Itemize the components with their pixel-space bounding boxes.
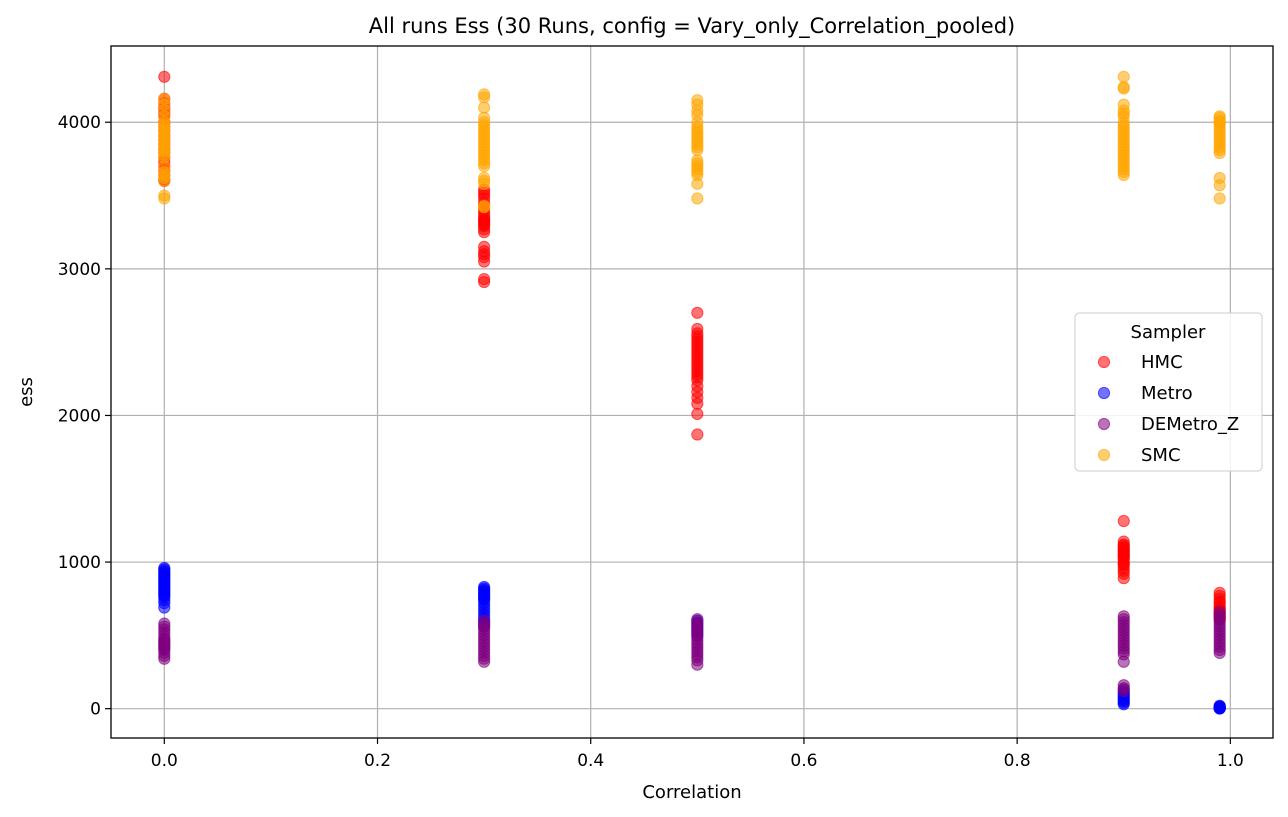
legend-box xyxy=(1074,312,1263,472)
legend-label: Metro xyxy=(1141,383,1193,404)
data-point xyxy=(478,226,491,239)
legend-label: SMC xyxy=(1141,445,1181,466)
data-point xyxy=(691,192,704,205)
data-point xyxy=(691,658,704,671)
x-axis-label: Correlation xyxy=(642,782,741,803)
data-point xyxy=(1117,572,1130,585)
data-point xyxy=(478,275,491,289)
legend-marker xyxy=(1097,386,1111,400)
data-point xyxy=(1117,655,1130,668)
data-point xyxy=(478,91,491,104)
y-tick-label: 0 xyxy=(90,700,101,720)
legend-entries: HMC Metro DEMetro_Z SMC xyxy=(1097,352,1239,466)
data-point xyxy=(1117,82,1130,95)
data-point xyxy=(691,397,704,410)
data-point xyxy=(478,101,491,114)
y-tick-label: 4000 xyxy=(58,113,101,133)
legend-label: DEMetro_Z xyxy=(1141,414,1239,435)
legend-label: HMC xyxy=(1141,352,1183,373)
data-point xyxy=(478,655,491,668)
data-point xyxy=(1117,684,1130,698)
legend-title: Sampler xyxy=(1131,322,1206,343)
y-axis-label: ess xyxy=(16,377,37,407)
x-tick-label: 0.6 xyxy=(790,751,817,771)
x-tick-label: 0.2 xyxy=(364,751,391,771)
data-point xyxy=(1117,514,1130,528)
data-point xyxy=(478,160,491,173)
x-tick-label: 1.0 xyxy=(1217,751,1244,771)
chart-title: All runs Ess (30 Runs, config = Vary_onl… xyxy=(369,14,1015,39)
data-point xyxy=(691,407,704,421)
data-point xyxy=(158,174,171,187)
data-point xyxy=(691,306,704,319)
y-tick-label: 3000 xyxy=(58,260,101,280)
x-tick-label: 0.4 xyxy=(577,751,604,771)
legend: Sampler HMC Metro DEMetro_Z SMC xyxy=(1074,312,1263,472)
y-tick-label: 2000 xyxy=(58,406,101,426)
data-point xyxy=(1213,192,1226,205)
data-point xyxy=(478,201,491,214)
data-points xyxy=(158,70,1226,715)
x-tick-label: 0.0 xyxy=(151,751,178,771)
data-point xyxy=(1213,646,1226,660)
series-demetro-z xyxy=(158,605,1226,698)
data-point xyxy=(1213,146,1226,160)
y-tick-label: 1000 xyxy=(58,553,101,573)
x-tick-label: 0.8 xyxy=(1004,751,1031,771)
data-point xyxy=(158,192,171,205)
data-point xyxy=(158,70,171,83)
data-point xyxy=(1213,179,1226,192)
data-point xyxy=(478,177,491,190)
legend-marker xyxy=(1097,355,1111,369)
data-point xyxy=(158,601,171,614)
data-point xyxy=(1117,168,1130,182)
legend-marker xyxy=(1097,448,1111,462)
plot-area-frame xyxy=(110,45,1274,739)
series-smc xyxy=(158,70,1226,214)
x-axis-ticks: 0.0 0.2 0.4 0.6 0.8 1.0 xyxy=(151,738,1244,771)
y-axis-ticks: 0 1000 2000 3000 4000 xyxy=(58,113,111,720)
data-point xyxy=(691,177,704,190)
legend-marker xyxy=(1097,417,1111,431)
data-point xyxy=(691,143,704,157)
data-point xyxy=(1117,698,1130,711)
data-point xyxy=(691,428,704,441)
data-point xyxy=(478,255,491,268)
data-point xyxy=(158,652,171,665)
data-point xyxy=(1117,70,1130,83)
data-point xyxy=(1213,702,1226,715)
